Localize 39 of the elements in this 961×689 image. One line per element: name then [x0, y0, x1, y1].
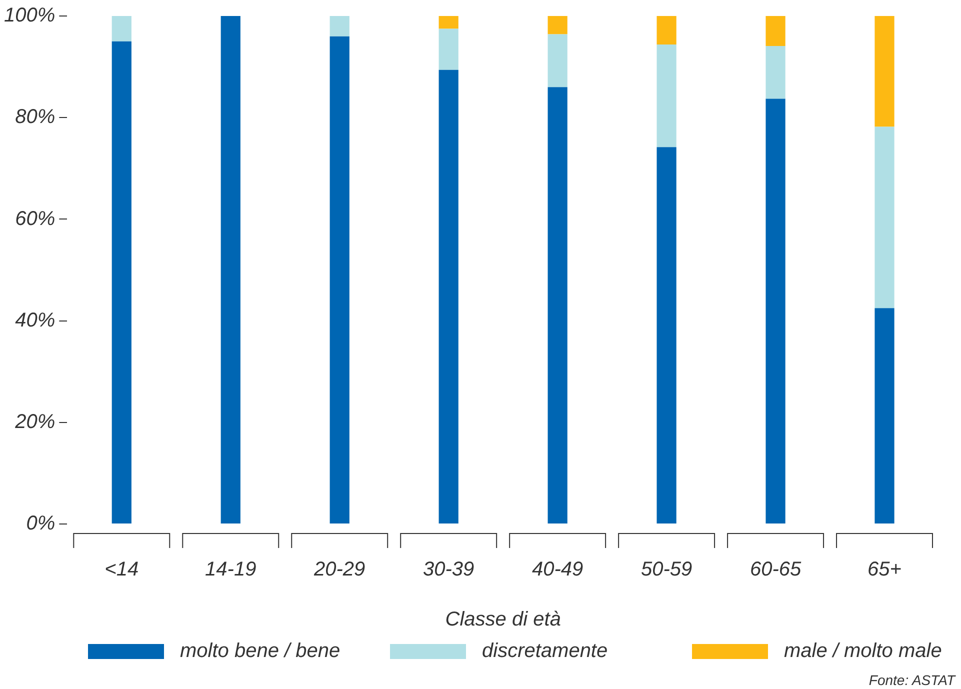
bar: [438, 70, 458, 524]
x-tick-label: 30-39: [423, 558, 474, 581]
x-tick-label: 40-49: [532, 558, 584, 581]
bar: [330, 16, 350, 36]
y-tick-label: 20%: [14, 410, 56, 433]
y-tick-label: 40%: [15, 309, 56, 332]
y-tick-label: 80%: [15, 106, 56, 128]
bar: [766, 46, 786, 99]
bar: [438, 28, 458, 70]
bar: [874, 308, 894, 524]
y-tick-label: 60%: [15, 208, 56, 230]
bar: [548, 87, 568, 524]
bar: [656, 147, 676, 524]
bar: [548, 34, 568, 88]
x-tick-label: 20-29: [313, 558, 366, 581]
bar: [438, 16, 458, 29]
bar: [330, 36, 350, 524]
bar: [112, 16, 132, 42]
bar: [220, 16, 240, 524]
y-tick-label: 100%: [4, 4, 56, 27]
x-tick-label: <14: [104, 558, 139, 581]
legend-label: molto bene / bene: [180, 640, 340, 663]
bar: [112, 41, 132, 524]
bar: [656, 44, 676, 148]
x-tick-label: 65+: [868, 558, 902, 581]
x-tick-label: 60-65: [750, 558, 802, 581]
y-tick-label: 0%: [26, 512, 56, 535]
legend-label: male / molto male: [784, 640, 942, 663]
bar: [656, 16, 676, 44]
bar: [548, 16, 568, 34]
legend-label: discretamente: [482, 640, 608, 663]
bar: [874, 16, 894, 127]
bar: [766, 98, 786, 524]
x-axis-title: Classe di età: [445, 608, 561, 631]
bar: [766, 16, 786, 46]
x-tick-label: 50-59: [640, 558, 692, 581]
source-note: Fonte: ASTAT: [868, 672, 955, 688]
x-tick-label: 14-19: [205, 558, 256, 581]
bar: [874, 126, 894, 308]
